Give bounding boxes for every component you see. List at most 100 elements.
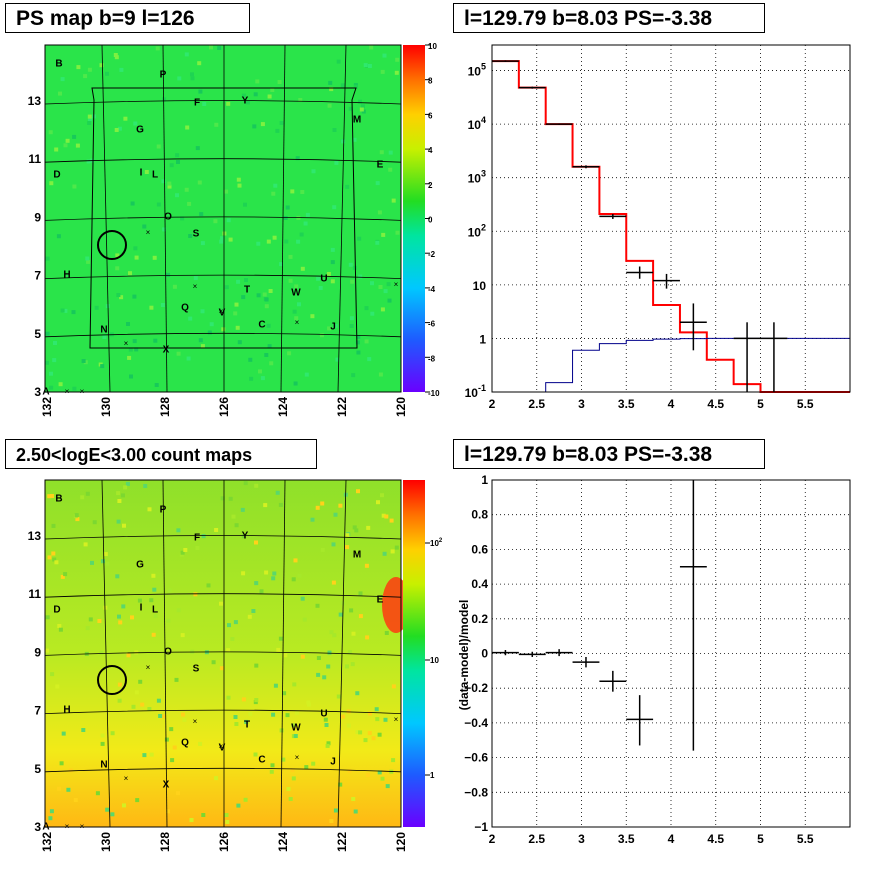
source-label-x: X [163, 780, 170, 791]
ps-pixel [327, 103, 332, 108]
residual-y-tick: 0.6 [471, 542, 488, 556]
cm-cross-marker: × [295, 753, 300, 762]
cm-pixel [288, 797, 293, 801]
ps-parallel [44, 100, 402, 105]
ps-x-tick: 120 [394, 397, 408, 417]
ps-pixel [237, 340, 242, 345]
ps-x-tick: 128 [158, 397, 172, 417]
cm-pixel [164, 737, 169, 742]
cm-pixel [51, 523, 56, 528]
cm-parallel [44, 651, 402, 656]
cm-pixel [226, 648, 231, 653]
ps-pixel [128, 271, 132, 276]
cm-pixel [138, 679, 143, 684]
cm-pixel [367, 731, 372, 736]
ps-pixel [375, 181, 380, 186]
ps-pixel [188, 316, 193, 321]
ps-pixel [119, 67, 124, 72]
cm-pixel [326, 741, 331, 746]
ps-pixel [341, 139, 346, 144]
ps-colorbar-tick-label: 8 [428, 77, 433, 86]
ps-pixel [300, 190, 305, 194]
ps-pixel [288, 278, 293, 283]
cm-pixel [220, 496, 225, 501]
ps-pixel [226, 101, 231, 106]
cm-cross-marker: × [394, 715, 399, 724]
residual-x-tick: 5 [757, 832, 764, 846]
ps-pixel [161, 179, 166, 184]
ps-pixel [264, 304, 269, 309]
ps-pixel [246, 100, 250, 105]
cm-pixel [251, 609, 256, 613]
ps-pixel [180, 216, 185, 221]
source-label-d: D [53, 170, 60, 181]
ps-pixel [370, 281, 374, 286]
ps-pixel [256, 241, 261, 246]
ps-pixel [351, 373, 356, 378]
cm-pixel [183, 548, 188, 552]
ps-pixel [241, 295, 246, 300]
cm-pixel [365, 635, 370, 640]
cm-pixel [241, 697, 246, 702]
ps-pixel [316, 276, 321, 281]
cm-pixel [384, 514, 389, 519]
ps-pixel [304, 372, 309, 377]
ps-pixel [370, 311, 375, 316]
cm-pixel [254, 483, 259, 488]
ps-pixel [85, 256, 90, 261]
cm-pixel [233, 620, 238, 625]
cm-pixel [61, 731, 66, 736]
ps-pixel [300, 266, 305, 271]
cm-x-tick: 120 [394, 832, 408, 852]
cm-pixel [225, 820, 230, 824]
ps-pixel [335, 357, 340, 362]
ps-pixel [288, 254, 293, 259]
ps-pixel [235, 325, 240, 330]
source-label-m: M [353, 550, 361, 561]
cm-pixel [384, 631, 389, 635]
residual-panel: 2 2.5 3 3.5 4 4.5 5 5.5 1 0.8 0.6 0.4 0.2 0 −0.2 −0.4 −… [457, 473, 851, 846]
source-label-u: U [320, 709, 327, 720]
ps-pixel [260, 376, 265, 381]
spectrum-x-tick: 4 [668, 397, 675, 411]
cm-pixel [263, 503, 268, 508]
cm-pixel [118, 620, 123, 625]
cm-pixel [316, 656, 321, 660]
ps-pixel [72, 386, 77, 391]
residual-x-tick: 3 [578, 832, 585, 846]
cm-pixel [47, 494, 52, 499]
ps-pixel [167, 181, 172, 186]
cm-pixel [297, 573, 302, 578]
ps-pixel [350, 279, 355, 284]
ps-map-title: PS map b=9 l=126 [5, 3, 250, 33]
ps-pixel [381, 232, 386, 237]
ps-pixel [330, 247, 335, 252]
source-label-h: H [63, 270, 70, 281]
cm-y-tick: 9 [34, 645, 41, 659]
ps-x-tick: 124 [276, 397, 290, 417]
ps-pixel [114, 55, 119, 60]
cm-pixel [253, 700, 258, 705]
cm-pixel [58, 627, 63, 632]
ps-pixel [387, 298, 392, 303]
ps-pixel [248, 357, 253, 362]
source-label-u: U [320, 274, 327, 285]
cm-pixel [329, 630, 334, 635]
source-label-y: Y [242, 96, 249, 107]
spectrum-y-tick: 104 [468, 115, 486, 132]
ps-pixel [86, 259, 91, 264]
ps-pixel [224, 285, 229, 290]
ps-pixel [105, 71, 109, 76]
ps-y-tick: 11 [28, 152, 41, 166]
ps-pixel [88, 117, 92, 122]
cm-pixel [345, 664, 349, 669]
ps-pixel [353, 84, 358, 89]
cm-pixel [385, 784, 390, 789]
count-map-pixels [45, 481, 399, 824]
cm-pixel [116, 491, 121, 496]
ps-pixel [187, 201, 192, 206]
ps-pixel [327, 326, 332, 331]
ps-pixel [386, 282, 391, 287]
residual-x-tick: 5.5 [797, 832, 814, 846]
